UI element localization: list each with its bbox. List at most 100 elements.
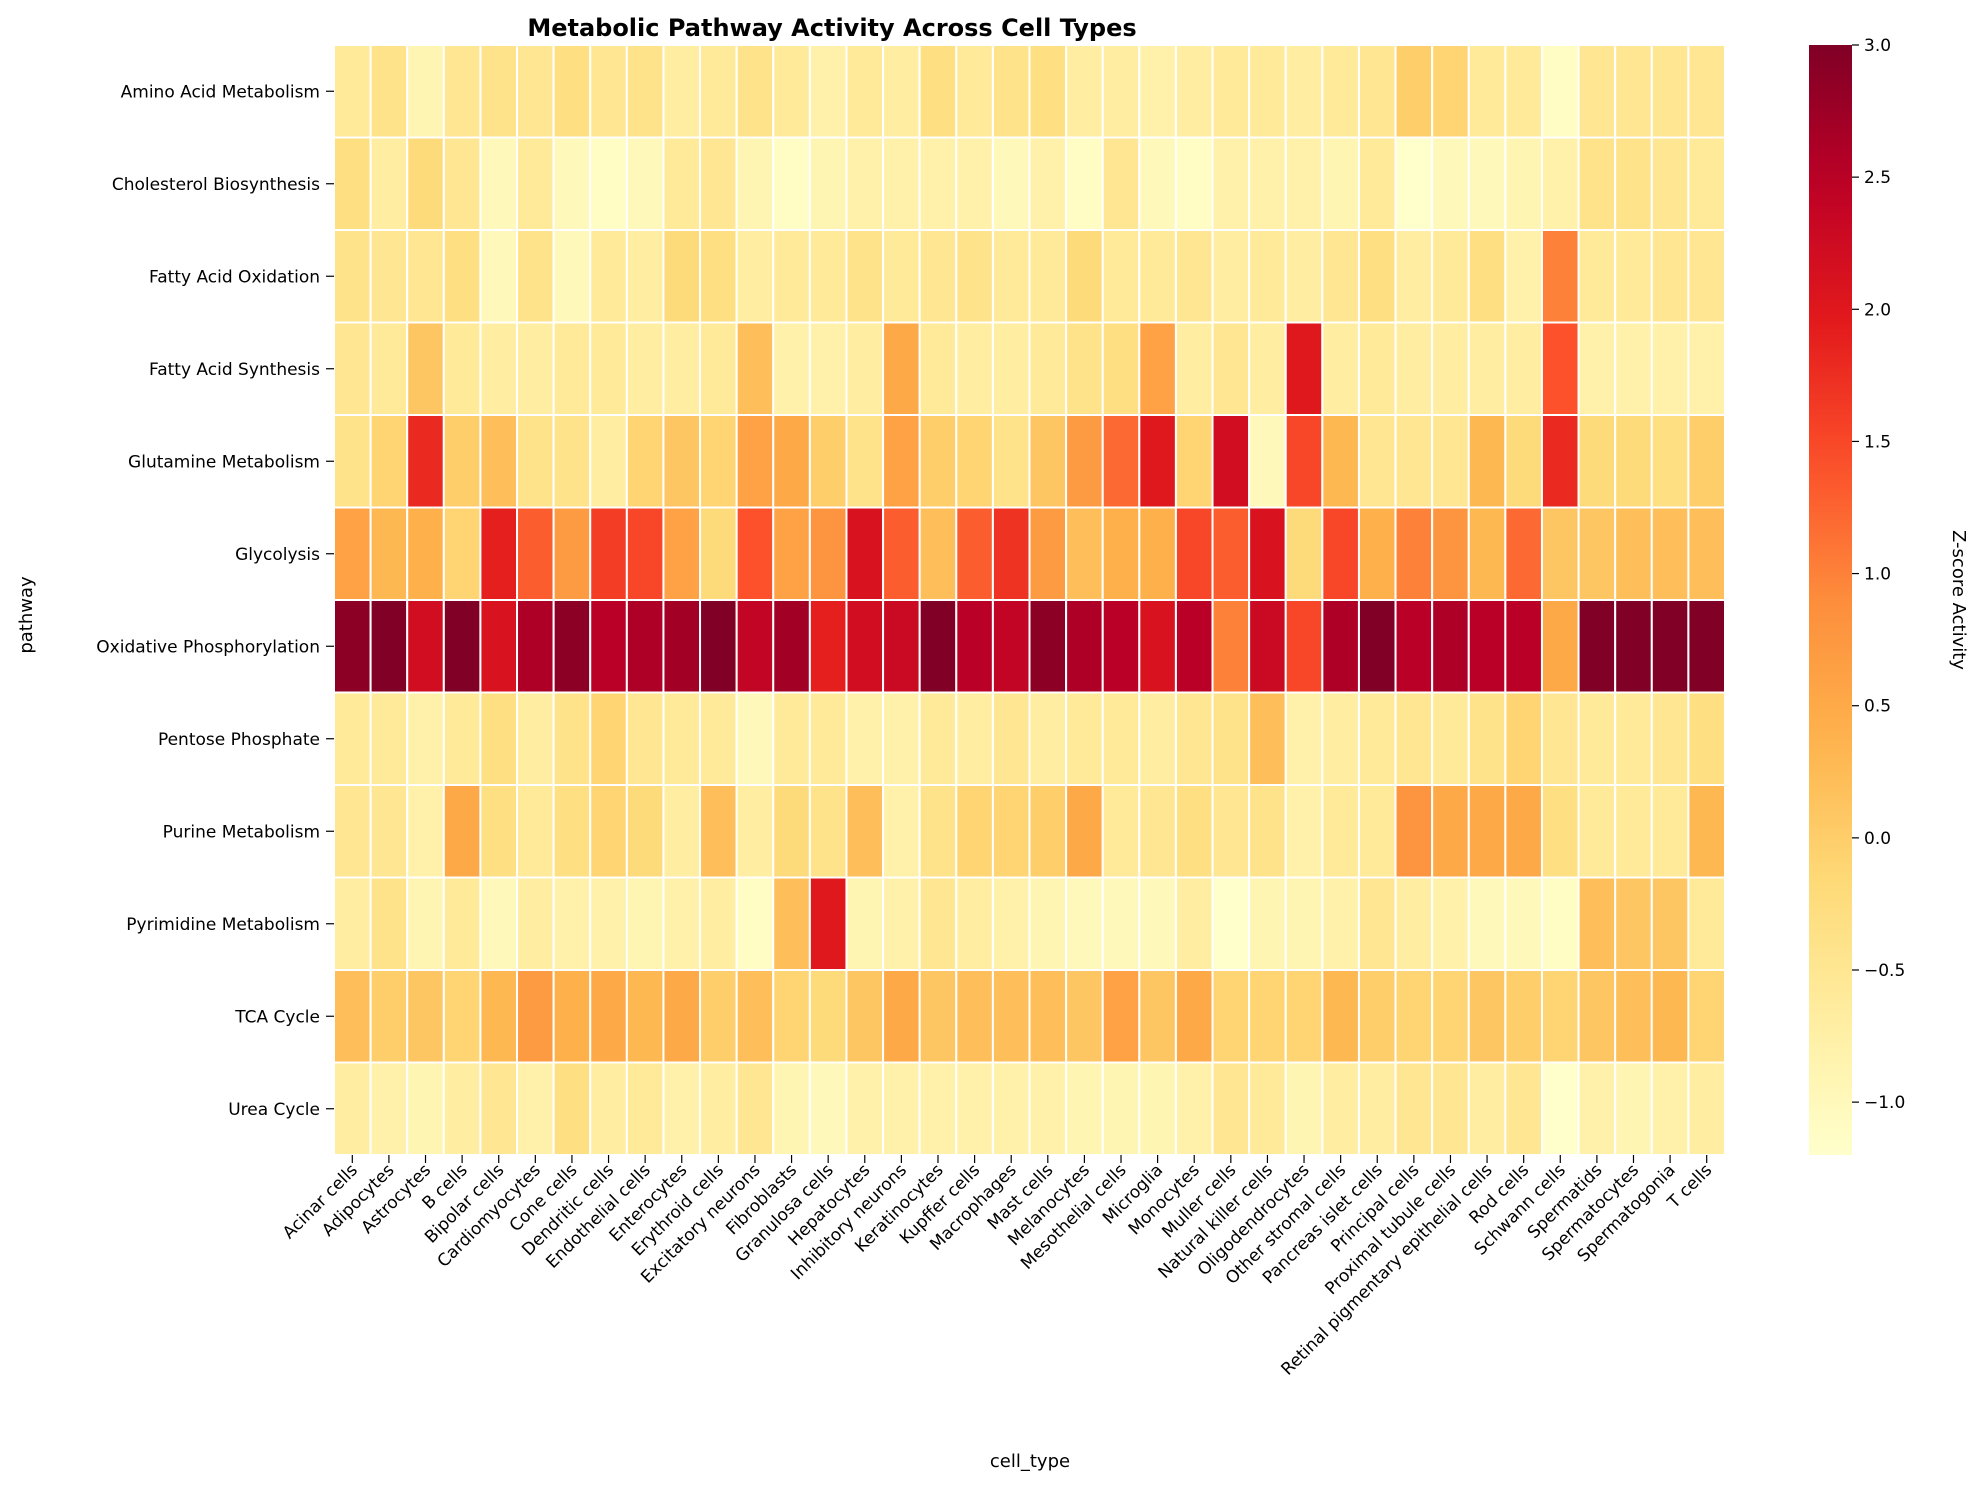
- heatmap-cell: [1248, 784, 1287, 879]
- heatmap-cell: [589, 1061, 628, 1156]
- heatmap-cell: [955, 691, 994, 786]
- heatmap-cell: [1101, 784, 1141, 879]
- heatmap-cell: [1028, 506, 1068, 601]
- colorbar-tick-label: 1.0: [1864, 565, 1891, 585]
- heatmap-cell: [1467, 969, 1507, 1064]
- heatmap-cell: [918, 969, 958, 1064]
- heatmap-cell: [1101, 321, 1141, 416]
- heatmap-cell: [1101, 969, 1141, 1064]
- y-tick-label: Glycolysis: [235, 545, 320, 565]
- heatmap-cell: [1174, 1061, 1214, 1156]
- heatmap-cell: [1650, 1061, 1690, 1156]
- heatmap-cell: [1357, 969, 1397, 1064]
- heatmap-cell: [1028, 44, 1068, 139]
- heatmap-cell: [1028, 229, 1068, 324]
- heatmap-cell: [845, 44, 885, 139]
- heatmap-cell: [1284, 506, 1324, 601]
- heatmap-cell: [1101, 599, 1141, 694]
- heatmap-cell: [735, 1061, 775, 1156]
- heatmap-cell: [699, 136, 738, 231]
- heatmap-cell: [1467, 506, 1507, 601]
- heatmap-cell: [1614, 136, 1653, 231]
- heatmap-cell: [918, 229, 958, 324]
- heatmap-cell: [808, 969, 848, 1064]
- heatmap-cell: [369, 599, 409, 694]
- heatmap-cell: [369, 506, 409, 601]
- heatmap-cell: [1540, 784, 1580, 879]
- heatmap-cell: [406, 599, 445, 694]
- heatmap-cell: [1138, 321, 1177, 416]
- heatmap-cell: [1138, 414, 1177, 509]
- heatmap-cell: [479, 321, 519, 416]
- heatmap-cell: [1577, 969, 1617, 1064]
- heatmap-cell: [1540, 1061, 1580, 1156]
- heatmap-cell: [1028, 321, 1068, 416]
- colorbar-ticks: 3.0 2.5 2.0 1.5 1.0 0.5 0.0 −0.5 −1.0: [1852, 36, 1905, 1113]
- heatmap-cell: [991, 691, 1031, 786]
- heatmap-cell: [772, 1061, 811, 1156]
- colorbar-label: Z-score Activity: [1948, 530, 1969, 670]
- heatmap-cell: [1248, 599, 1287, 694]
- heatmap-cell: [1211, 599, 1251, 694]
- heatmap-cell: [625, 321, 665, 416]
- heatmap-cell: [1614, 414, 1653, 509]
- heatmap-cell: [1540, 691, 1580, 786]
- heatmap-cell: [991, 506, 1031, 601]
- heatmap-cell: [479, 414, 519, 509]
- heatmap-cell: [479, 229, 519, 324]
- heatmap-cell: [1321, 506, 1360, 601]
- heatmap-cell: [1614, 229, 1653, 324]
- heatmap-cell: [516, 1061, 555, 1156]
- heatmap-cell: [1174, 506, 1214, 601]
- heatmap-cell: [991, 44, 1031, 139]
- heatmap-cell: [1357, 506, 1397, 601]
- heatmap-cell: [479, 1061, 519, 1156]
- heatmap-cell: [479, 599, 519, 694]
- heatmap-cell: [333, 1061, 372, 1156]
- heatmap-cell: [1028, 969, 1068, 1064]
- heatmap-cell: [991, 876, 1031, 971]
- heatmap-cell: [552, 321, 592, 416]
- heatmap-cell: [1431, 136, 1470, 231]
- heatmap-cell: [1321, 1061, 1360, 1156]
- heatmap-cell: [442, 321, 482, 416]
- heatmap-cell: [845, 321, 885, 416]
- heatmap-cell: [552, 414, 592, 509]
- heatmap-cell: [1540, 414, 1580, 509]
- y-tick-label: Glutamine Metabolism: [128, 452, 320, 472]
- heatmap-cell: [955, 599, 994, 694]
- heatmap-cell: [1065, 414, 1104, 509]
- heatmap-cell: [845, 784, 885, 879]
- heatmap-cell: [552, 136, 592, 231]
- heatmap-cell: [1504, 44, 1543, 139]
- heatmap-cell: [1614, 599, 1653, 694]
- y-tick-label: Pentose Phosphate: [158, 730, 320, 750]
- heatmap-cell: [479, 136, 519, 231]
- heatmap-cell: [516, 44, 555, 139]
- heatmap-cell: [882, 229, 921, 324]
- heatmap-cell: [1394, 229, 1434, 324]
- heatmap-cell: [808, 691, 848, 786]
- heatmap-cell: [845, 1061, 885, 1156]
- heatmap-cell: [1174, 784, 1214, 879]
- heatmap-cell: [1431, 414, 1470, 509]
- heatmap-cell: [1357, 1061, 1397, 1156]
- heatmap-cell: [589, 44, 628, 139]
- heatmap-cell: [1284, 876, 1324, 971]
- heatmap-cell: [991, 136, 1031, 231]
- heatmap-cell: [735, 876, 775, 971]
- heatmap-cell: [845, 599, 885, 694]
- y-tick-label: Cholesterol Biosynthesis: [112, 175, 320, 195]
- heatmap-cell: [1211, 784, 1251, 879]
- heatmap-cell: [882, 44, 921, 139]
- heatmap-cell: [1284, 136, 1324, 231]
- colorbar-tick-label: 0.5: [1864, 697, 1891, 717]
- heatmap-cell: [1321, 691, 1360, 786]
- heatmap-cell: [1614, 784, 1653, 879]
- heatmap-cell: [1065, 506, 1104, 601]
- heatmap-cell: [699, 414, 738, 509]
- heatmap-cell: [1467, 136, 1507, 231]
- heatmap-cell: [333, 44, 372, 139]
- heatmap-cell: [1284, 1061, 1324, 1156]
